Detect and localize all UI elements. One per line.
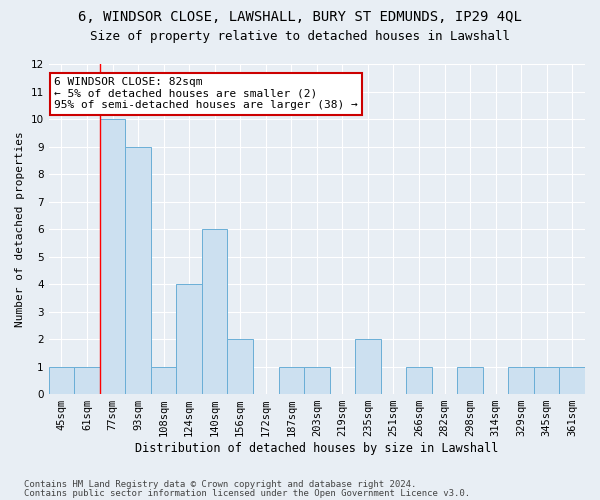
Bar <box>406 366 432 394</box>
Bar <box>74 366 100 394</box>
Bar <box>508 366 534 394</box>
Bar <box>151 366 176 394</box>
Bar <box>125 146 151 394</box>
Bar <box>202 229 227 394</box>
Bar <box>304 366 329 394</box>
Bar <box>534 366 559 394</box>
Y-axis label: Number of detached properties: Number of detached properties <box>15 131 25 327</box>
Bar <box>457 366 483 394</box>
Bar <box>278 366 304 394</box>
X-axis label: Distribution of detached houses by size in Lawshall: Distribution of detached houses by size … <box>135 442 499 455</box>
Bar <box>100 119 125 394</box>
Bar <box>559 366 585 394</box>
Bar <box>49 366 74 394</box>
Text: 6, WINDSOR CLOSE, LAWSHALL, BURY ST EDMUNDS, IP29 4QL: 6, WINDSOR CLOSE, LAWSHALL, BURY ST EDMU… <box>78 10 522 24</box>
Text: Contains HM Land Registry data © Crown copyright and database right 2024.: Contains HM Land Registry data © Crown c… <box>24 480 416 489</box>
Bar <box>355 339 380 394</box>
Bar <box>176 284 202 394</box>
Text: 6 WINDSOR CLOSE: 82sqm
← 5% of detached houses are smaller (2)
95% of semi-detac: 6 WINDSOR CLOSE: 82sqm ← 5% of detached … <box>54 77 358 110</box>
Bar <box>227 339 253 394</box>
Text: Size of property relative to detached houses in Lawshall: Size of property relative to detached ho… <box>90 30 510 43</box>
Text: Contains public sector information licensed under the Open Government Licence v3: Contains public sector information licen… <box>24 488 470 498</box>
